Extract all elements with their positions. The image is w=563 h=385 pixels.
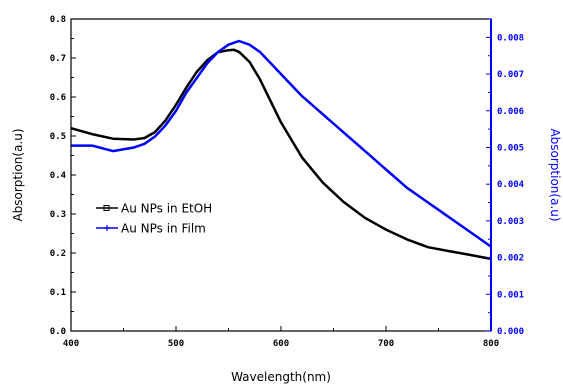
x-tick-label: 600 [273,339,289,349]
y-right-tick-label: 0.008 [497,33,524,43]
y-left-tick-label: 0.5 [50,132,66,142]
y-left-tick-label: 0.4 [50,171,67,181]
y-left-tick-label: 0.3 [50,210,66,220]
x-tick-label: 400 [63,339,79,349]
y-left-tick-label: 0.7 [50,54,66,64]
x-tick-label: 700 [378,339,394,349]
y-left-tick-label: 0.1 [50,288,66,298]
x-axis-label: Wavelength(nm) [231,370,331,384]
plot-frame [70,18,492,332]
legend-marker-plus [104,225,110,231]
series-line-1 [71,39,492,248]
y-left-tick-label: 0.0 [50,327,66,337]
y-axis-label-right: Absorption(a.u) [548,128,562,221]
y-right-tick-label: 0.003 [497,217,524,227]
y-right-tick-label: 0.000 [497,327,524,337]
legend-marker-square [103,205,110,211]
y-left-tick-label: 0.6 [50,93,66,103]
series-line-0 [70,48,492,261]
y-right-tick-label: 0.002 [497,254,524,264]
y-right-tick-label: 0.005 [497,143,524,153]
x-tick-label: 500 [168,339,184,349]
legend: Au NPs in EtOH Au NPs in Film [96,202,212,236]
legend-label: Au NPs in EtOH [121,202,212,216]
x-tick-label: 800 [483,339,499,349]
legend-label: Au NPs in Film [121,222,206,236]
y-right-tick-label: 0.006 [497,107,524,117]
y-right-tick-label: 0.001 [497,290,524,300]
y-right-tick-label: 0.007 [497,70,524,80]
y-axis-label-left: Absorption(a.u) [11,128,25,221]
y-left-tick-label: 0.2 [50,249,66,259]
y-left-tick-label: 0.8 [50,15,66,25]
y-right-tick-label: 0.004 [497,180,525,190]
